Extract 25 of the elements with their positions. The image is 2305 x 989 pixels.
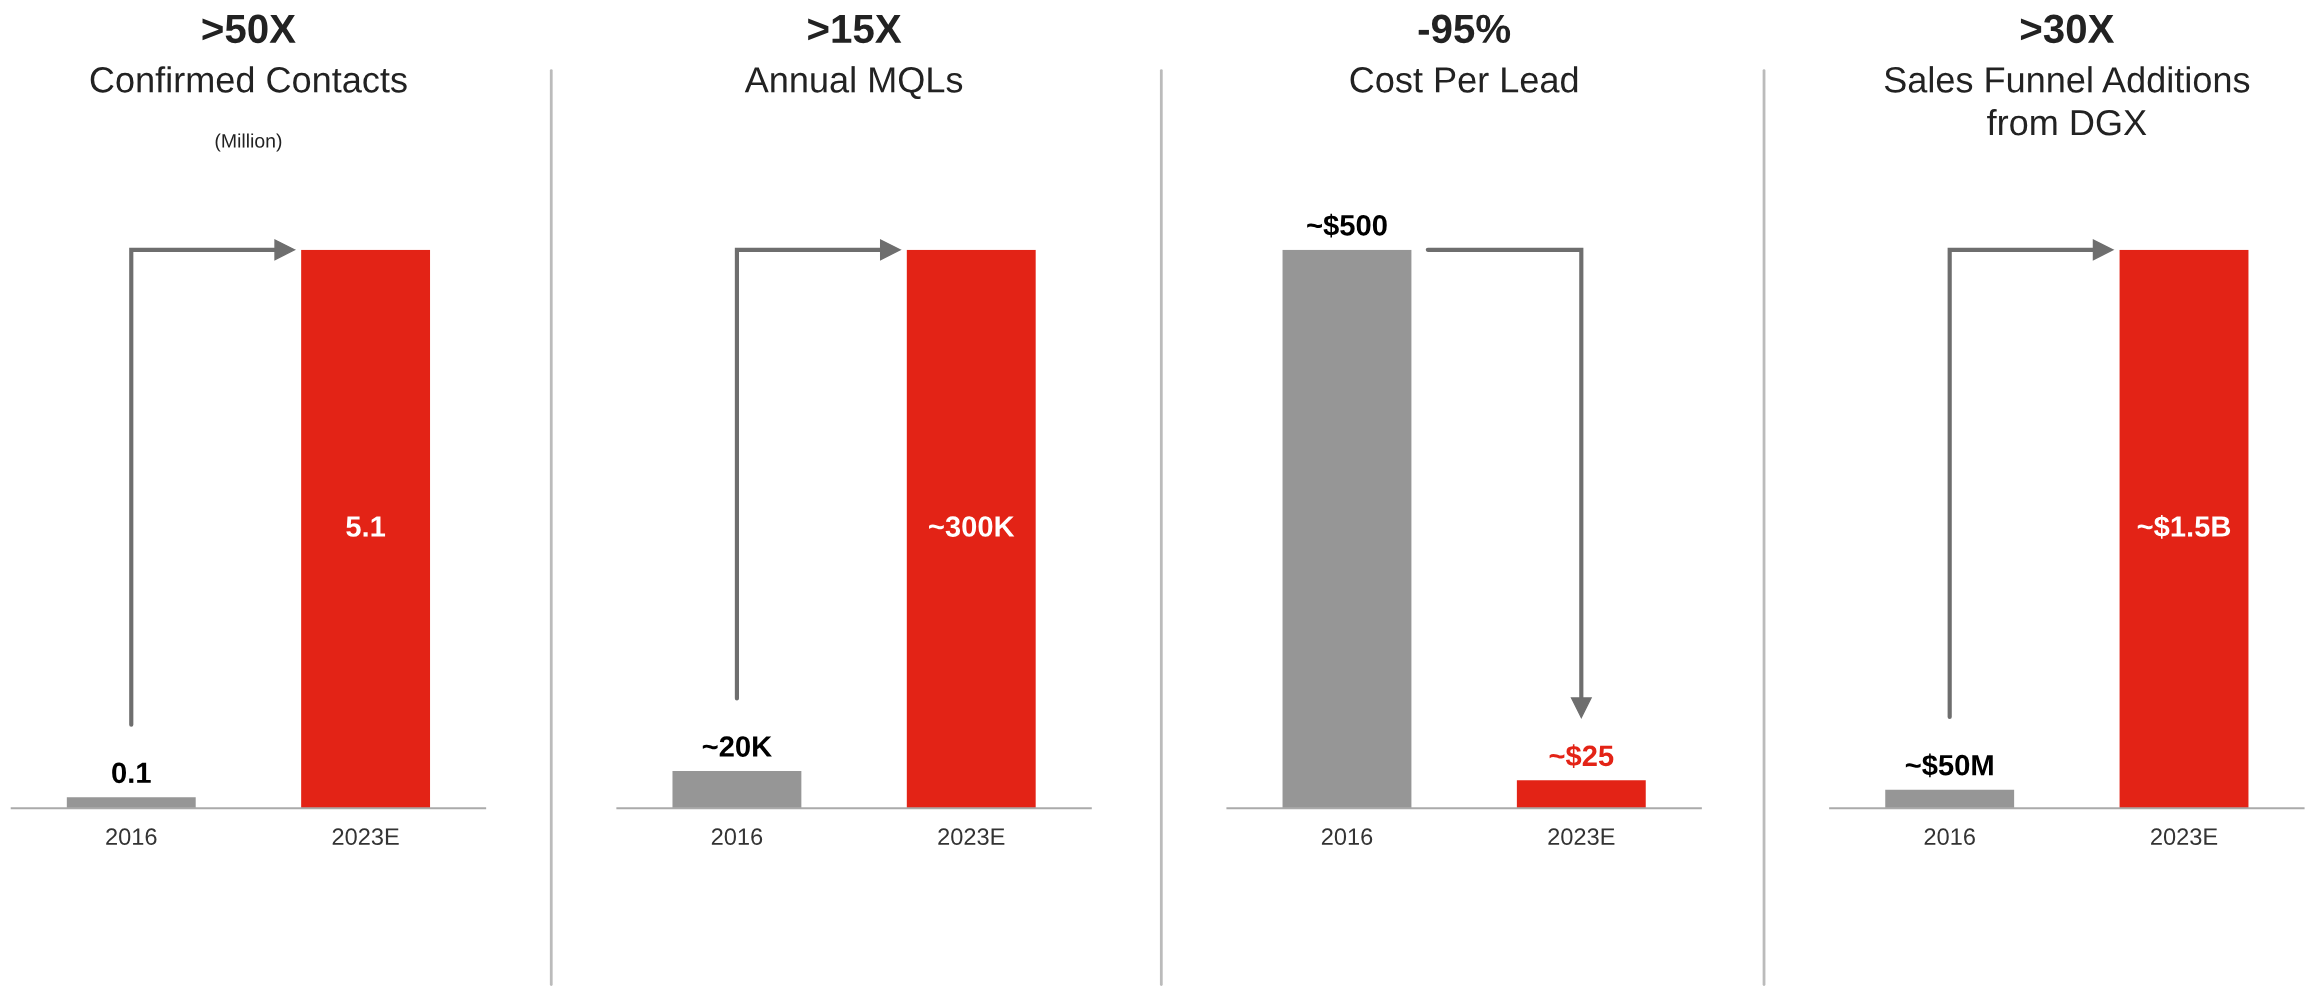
x-tick-label: 2016 <box>711 828 763 846</box>
chart-title: -95% <box>1418 14 1511 44</box>
x-tick-label: 2023E <box>332 828 399 846</box>
data-label: ~$500 <box>1307 213 1387 238</box>
x-tick-label: 2023E <box>938 828 1005 846</box>
text: (Million) <box>215 133 282 152</box>
x-tick-label: 2023E <box>1548 828 1615 846</box>
data-label: 0.1 <box>112 762 151 784</box>
chart-subtitle: Annual MQLs <box>744 66 963 100</box>
x-tick-label: 2023E <box>2151 828 2218 846</box>
chart-title: >50X <box>202 14 296 44</box>
data-label: 5.1 <box>346 516 386 537</box>
x-tick-label: 2016 <box>1321 828 1373 846</box>
x-tick-label: 2016 <box>106 828 157 846</box>
chart-subtitle: Confirmed Contacts <box>90 66 407 93</box>
data-label: ~$1.5B <box>2137 514 2231 539</box>
chart-title: >30X <box>2020 14 2115 44</box>
chart-subtitle: Sales Funnel Additions from DGX <box>1884 66 2250 136</box>
data-label: ~300K <box>929 516 1015 537</box>
data-label: ~$25 <box>1549 744 1614 769</box>
data-label: ~20K <box>702 736 772 757</box>
chart-subtitle: Cost Per Lead <box>1350 66 1578 93</box>
chart-title: >15X <box>808 15 902 44</box>
x-tick-label: 2016 <box>1924 828 1975 846</box>
data-label: ~$50M <box>1905 753 1993 778</box>
